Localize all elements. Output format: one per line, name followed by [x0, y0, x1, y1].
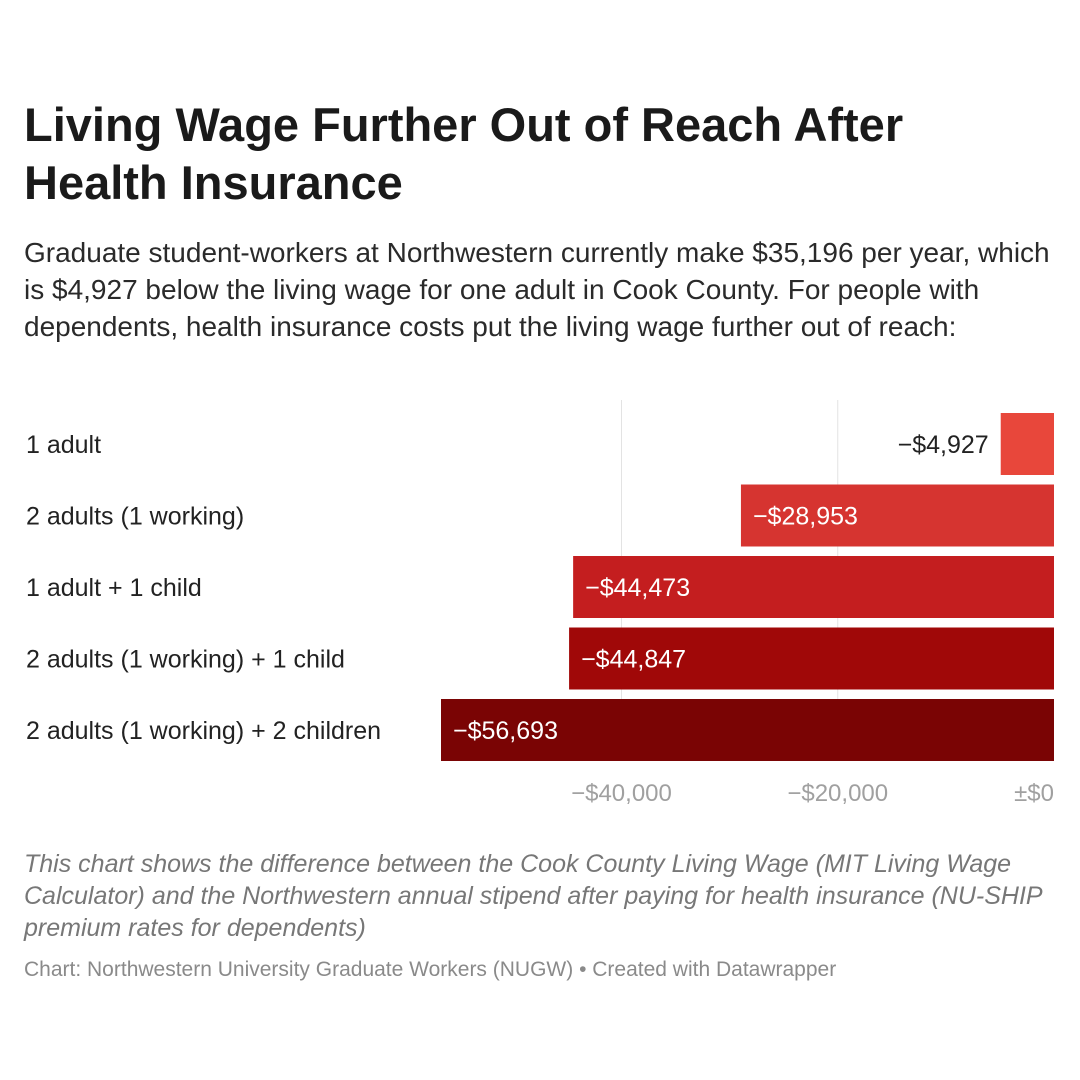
category-labels: 1 adult 2 adults (1 working) 1 adult + 1 c… [26, 431, 381, 745]
value-label: −$56,693 [453, 717, 558, 745]
value-label: −$28,953 [753, 503, 858, 531]
x-tick-label: −$40,000 [571, 780, 672, 807]
category-label: 2 adults (1 working) + 2 children [26, 717, 381, 745]
category-label: 1 adult + 1 child [26, 574, 202, 602]
value-label: −$44,473 [585, 574, 690, 602]
chart-title: Living Wage Further Out of Reach After H… [24, 98, 904, 209]
bar-chart: 1 adult 2 adults (1 working) 1 adult + 1 c… [26, 400, 1054, 807]
category-label: 1 adult [26, 431, 101, 459]
bar [740, 484, 1054, 547]
chart-credit: Chart: Northwestern University Graduate … [24, 958, 837, 981]
x-tick-label: −$20,000 [787, 780, 888, 807]
bar [569, 627, 1054, 690]
value-label: −$4,927 [898, 431, 989, 459]
value-labels: −$4,927 −$28,953 −$44,473 −$44,847 −$56,693 [453, 431, 989, 745]
value-label: −$44,847 [581, 646, 686, 674]
bar [573, 556, 1054, 618]
bars [441, 413, 1054, 761]
bar [441, 699, 1054, 761]
bar [1000, 413, 1054, 475]
x-axis-tick-labels: −$40,000 −$20,000 ±$0 [571, 780, 1054, 807]
category-label: 2 adults (1 working) [26, 503, 244, 531]
chart-notes: This chart shows the difference between … [24, 850, 1042, 942]
chart-subtitle: Graduate student-workers at Northwestern… [24, 237, 1050, 342]
category-label: 2 adults (1 working) + 1 child [26, 646, 345, 674]
x-tick-label: ±$0 [1014, 780, 1054, 807]
